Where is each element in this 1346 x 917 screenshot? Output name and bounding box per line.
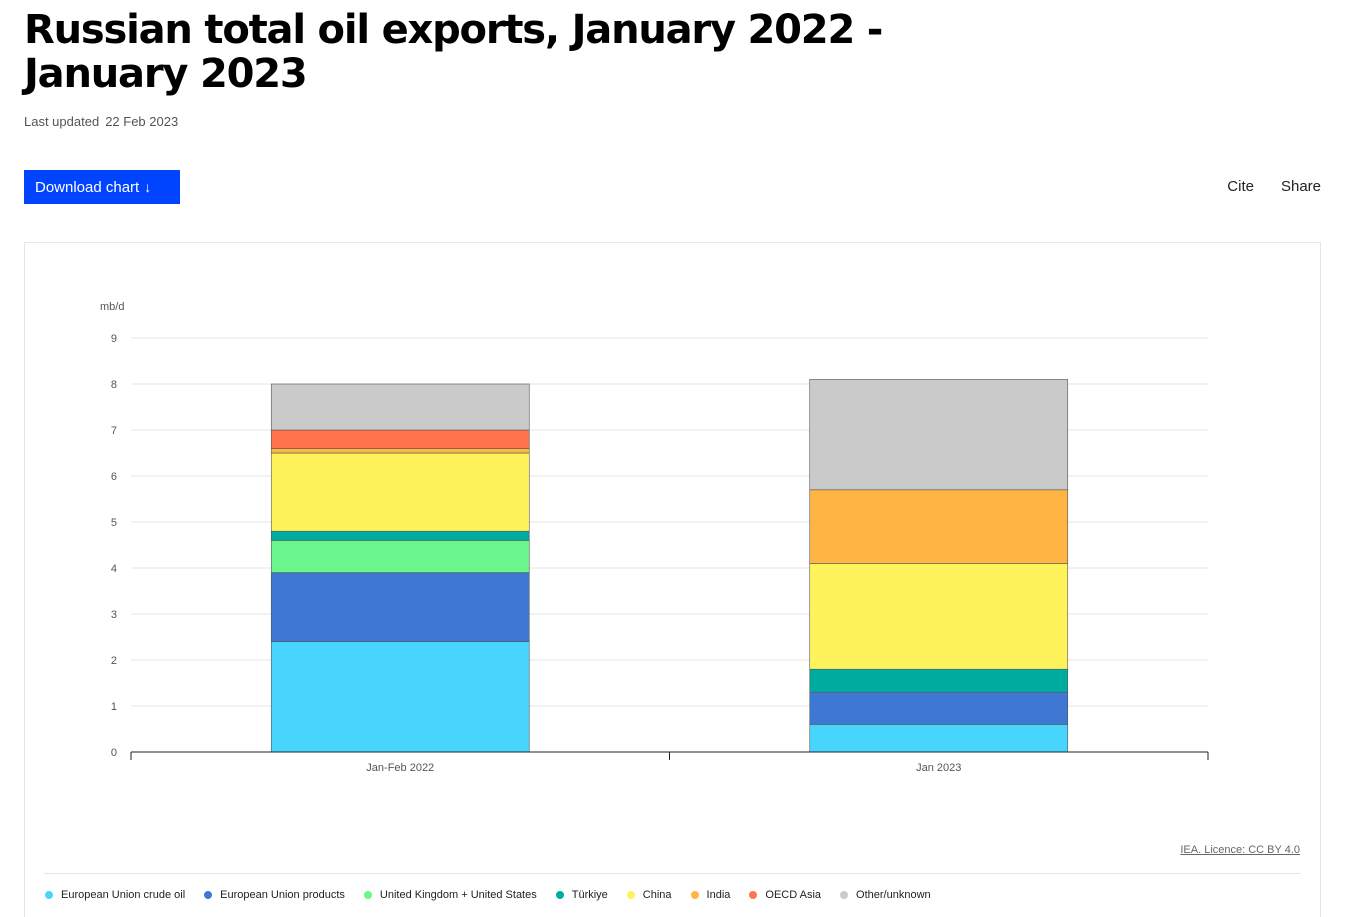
legend-label: United Kingdom + United States xyxy=(379,889,537,901)
bar-stack xyxy=(270,383,530,753)
bar-segment xyxy=(809,563,1069,670)
bar-segment xyxy=(809,379,1069,491)
licence-link[interactable]: IEA. Licence: CC BY 4.0 xyxy=(1180,844,1300,856)
y-tick-label: 3 xyxy=(111,609,117,621)
legend: European Union crude oil European Union p… xyxy=(45,889,931,901)
y-tick-label: 6 xyxy=(111,471,117,483)
y-tick-label: 1 xyxy=(111,701,117,713)
arrow-down-icon: ↓ xyxy=(144,179,152,195)
x-tick-label: Jan-Feb 2022 xyxy=(366,762,434,774)
legend-item[interactable]: India xyxy=(690,889,731,901)
last-updated-date: 22 Feb 2023 xyxy=(105,114,179,129)
bar-segment xyxy=(809,691,1069,725)
y-tick-label: 4 xyxy=(111,563,117,575)
legend-swatch xyxy=(204,891,213,899)
legend-label: China xyxy=(642,889,672,901)
chart-card: 0 1 2 3 4 5 6 7 8 9 Jan-Feb 2022 Jan 2023 mb/d IEA… xyxy=(24,242,1321,917)
bar-segment xyxy=(270,641,530,753)
y-tick-label: 5 xyxy=(111,517,117,529)
bar-segment xyxy=(809,668,1069,693)
legend-swatch xyxy=(749,891,758,899)
y-axis-unit-label: mb/d xyxy=(100,301,124,313)
legend-label: India xyxy=(706,889,731,901)
download-chart-label: Download chart xyxy=(35,179,140,196)
bar-segment xyxy=(270,448,530,454)
legend-label: Türkiye xyxy=(571,889,608,901)
legend-swatch xyxy=(690,891,699,899)
legend-label: OECD Asia xyxy=(765,889,822,901)
page-title: Russian total oil exports, January 2022 … xyxy=(24,7,883,97)
last-updated: Last updated 22 Feb 2023 xyxy=(24,114,178,129)
legend-divider xyxy=(44,873,1301,874)
bar-segment xyxy=(270,383,530,431)
bar-segment xyxy=(270,572,530,642)
y-axis-ticks: 0 1 2 3 4 5 6 7 8 9 xyxy=(111,333,117,759)
bar-segment xyxy=(809,724,1069,753)
y-tick-label: 8 xyxy=(111,379,117,391)
bar-segment xyxy=(270,530,530,541)
legend-item[interactable]: Türkiye xyxy=(555,889,608,901)
bar-segment xyxy=(270,452,530,532)
bar-stack xyxy=(809,379,1069,753)
cite-link[interactable]: Cite xyxy=(1227,178,1254,195)
legend-item[interactable]: Other/unknown xyxy=(840,889,931,901)
y-tick-label: 0 xyxy=(111,747,117,759)
legend-item[interactable]: United Kingdom + United States xyxy=(363,889,537,901)
x-axis: Jan-Feb 2022 Jan 2023 xyxy=(130,751,1209,774)
y-tick-label: 7 xyxy=(111,425,117,437)
legend-swatch xyxy=(840,891,849,899)
bar-segment xyxy=(270,429,530,449)
legend-label: European Union products xyxy=(220,889,345,901)
x-tick-label: Jan 2023 xyxy=(916,762,961,774)
last-updated-label: Last updated xyxy=(24,114,100,129)
legend-item[interactable]: OECD Asia xyxy=(749,889,821,901)
legend-swatch xyxy=(555,891,564,899)
bar-segment xyxy=(270,540,530,573)
legend-label: Other/unknown xyxy=(856,889,931,901)
y-tick-label: 9 xyxy=(111,333,117,345)
legend-swatch xyxy=(363,891,372,899)
bar-segment xyxy=(809,489,1069,564)
legend-item[interactable]: China xyxy=(626,889,672,901)
share-link[interactable]: Share xyxy=(1280,178,1321,195)
legend-item[interactable]: European Union products xyxy=(204,889,345,901)
y-tick-label: 2 xyxy=(111,655,117,667)
stacked-bar-chart: 0 1 2 3 4 5 6 7 8 9 Jan-Feb 2022 Jan 2023 mb/d xyxy=(100,301,1209,774)
legend-label: European Union crude oil xyxy=(61,889,186,901)
download-chart-button[interactable]: Download chart ↓ xyxy=(24,170,180,204)
legend-swatch xyxy=(626,891,635,899)
chart-actions: Cite Share xyxy=(1227,178,1321,195)
legend-item[interactable]: European Union crude oil xyxy=(45,889,185,901)
legend-swatch xyxy=(45,891,53,899)
bars xyxy=(270,379,1069,753)
